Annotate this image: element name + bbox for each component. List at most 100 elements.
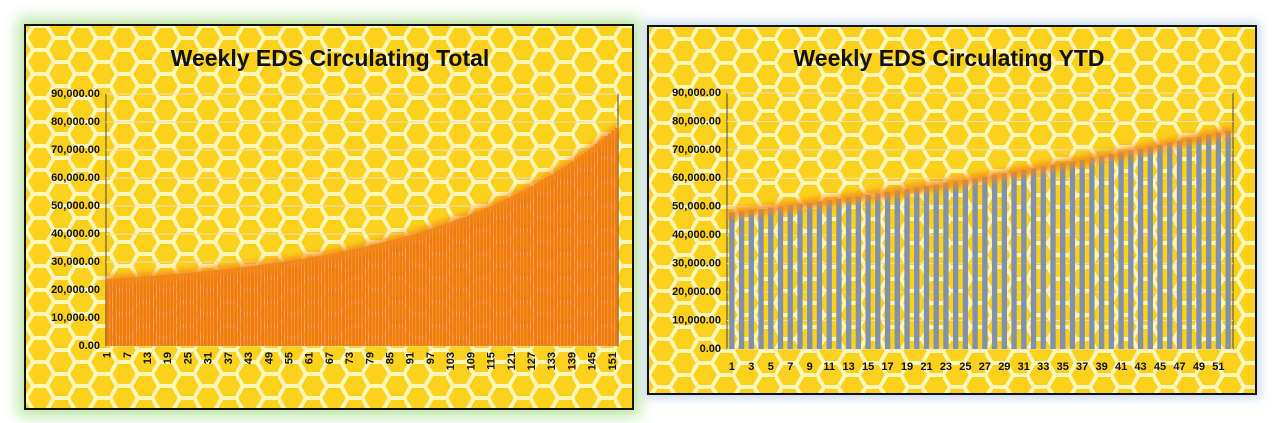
bar-glow-cap (1155, 140, 1165, 151)
bar-glow-cap (217, 265, 221, 276)
x-tick-label: 109 (465, 352, 477, 370)
bar (738, 211, 745, 349)
x-tick-label: 3 (748, 361, 754, 373)
x-tick-label: 103 (445, 352, 457, 370)
y-tick-label: 90,000.00 (51, 88, 100, 100)
bar-glow-cap (220, 265, 224, 276)
bar-glow-cap (490, 201, 494, 212)
bar (564, 165, 568, 346)
y-tick-label: 50,000.00 (672, 201, 721, 213)
chart-title: Weekly EDS Circulating YTD (793, 45, 1104, 71)
bar (1147, 146, 1153, 349)
bar-glow-cap (112, 274, 117, 285)
y-tick-label: 40,000.00 (51, 228, 100, 240)
bar (1196, 136, 1202, 349)
bar (274, 262, 278, 346)
bar-glow-cap (921, 182, 932, 193)
bar-glow-cap (442, 220, 447, 231)
x-tick-label: 29 (998, 361, 1010, 373)
bar-glow-cap (301, 254, 305, 265)
bar-glow-cap (281, 258, 285, 268)
bar-glow-cap (560, 163, 565, 174)
bar (345, 250, 349, 346)
bar-glow-cap (186, 268, 191, 279)
bar (207, 270, 211, 346)
bar (358, 247, 362, 346)
bar-glow-cap (1164, 138, 1175, 149)
bar-glow-cap (557, 165, 561, 176)
bar (855, 196, 862, 349)
bar-glow-cap (409, 230, 413, 241)
bar-glow-cap (378, 238, 383, 249)
y-tick-label: 10,000.00 (51, 312, 100, 324)
bar-glow-cap (469, 210, 474, 221)
bar (392, 239, 396, 346)
bar-glow-cap (892, 186, 903, 197)
bar-glow-cap (476, 207, 480, 218)
chart-panel: Weekly EDS Circulating YTD 0.00 10,000.00… (647, 25, 1257, 395)
bar (419, 231, 423, 346)
bar-glow-cap (594, 140, 598, 151)
bar-glow-cap (564, 161, 568, 172)
x-tick-label: 49 (263, 352, 275, 364)
bar (496, 202, 500, 346)
bar (197, 271, 201, 346)
bar-glow-cap (331, 249, 336, 260)
bar (166, 274, 170, 346)
bar-glow-cap (213, 266, 218, 277)
bar (304, 258, 308, 346)
bar-glow-cap (863, 190, 873, 201)
bar-glow-cap (597, 137, 602, 148)
bar (281, 262, 285, 346)
bar-glow-cap (426, 225, 430, 236)
bar (318, 255, 322, 346)
bar-glow-cap (496, 198, 501, 209)
bar (183, 273, 187, 346)
bar-glow-cap (736, 207, 747, 218)
bar-glow-cap (727, 208, 737, 219)
bar (480, 210, 484, 346)
bar-glow-cap (230, 264, 234, 275)
chart: Weekly EDS Circulating Total 0.00 10,000.… (26, 26, 632, 408)
bar-glow-cap (119, 273, 123, 284)
bar (395, 238, 399, 346)
bar (604, 136, 608, 346)
bar-glow-cap (765, 203, 776, 214)
bar (298, 259, 302, 346)
y-tick-label: 20,000.00 (51, 284, 100, 296)
bar (1098, 156, 1105, 349)
bar (348, 249, 352, 346)
bar-glow-cap (1057, 159, 1068, 170)
bar-glow-cap (513, 190, 517, 201)
bar-glow-cap (1048, 160, 1058, 171)
x-tick-label: 97 (425, 352, 437, 364)
bar-glow-cap (382, 238, 386, 249)
bar (1089, 157, 1095, 349)
x-tick-label: 1 (729, 361, 735, 373)
bar (797, 203, 803, 349)
bar (149, 276, 153, 346)
x-tick-label: 21 (920, 361, 932, 373)
x-tick-label: 11 (823, 361, 835, 373)
bar (533, 183, 537, 346)
bar-glow-cap (294, 255, 298, 266)
x-tick-label: 19 (162, 352, 174, 364)
bar-glow-cap (980, 172, 990, 183)
bar (156, 275, 160, 346)
bar (865, 194, 871, 349)
bar-glow-cap (200, 267, 204, 278)
bar-glow-cap (493, 200, 497, 211)
bar (341, 251, 345, 346)
y-tick-label: 10,000.00 (672, 314, 721, 326)
bar (187, 272, 191, 346)
bar (446, 223, 450, 346)
bar (308, 257, 312, 346)
x-tick-label: 45 (1154, 361, 1166, 373)
x-tick-label: 31 (1018, 361, 1030, 373)
bar-glow-cap (277, 258, 282, 269)
bar (594, 144, 598, 346)
bar (473, 212, 477, 346)
bar-glow-cap (136, 272, 140, 283)
bar-glow-cap (795, 199, 805, 210)
